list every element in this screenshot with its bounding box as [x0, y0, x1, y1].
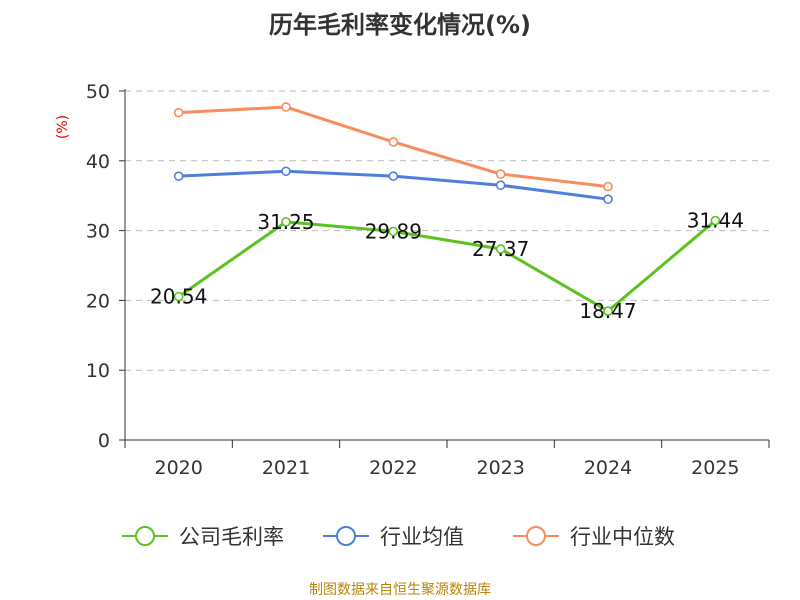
axes: 0 10 20 30 40 50 2020 2021 2022 2023 2024 2025	[86, 81, 770, 479]
y-tick-label: 10	[86, 360, 110, 382]
data-label: 27.37	[472, 237, 529, 261]
data-point[interactable]	[495, 180, 506, 191]
data-point[interactable]	[173, 171, 184, 181]
data-point[interactable]	[495, 169, 506, 179]
series-group	[173, 102, 721, 316]
data-label: 20.54	[150, 285, 207, 309]
series-2	[173, 102, 613, 192]
legend-swatch-marker	[135, 526, 155, 546]
data-labels: 20.54 31.25 29.89 27.37 18.47 31.44	[150, 209, 744, 324]
y-axis-label: (%)	[55, 115, 71, 139]
data-point[interactable]	[388, 226, 399, 237]
data-point[interactable]	[281, 102, 291, 112]
x-tick-label: 2023	[476, 457, 524, 479]
legend-swatch-marker	[526, 526, 546, 546]
data-point[interactable]	[173, 107, 184, 118]
x-tick-label: 2021	[262, 457, 310, 479]
legend-label: 行业均值	[380, 525, 464, 549]
legend-item-0[interactable]: 公司毛利率	[122, 525, 284, 549]
x-tick-label: 2022	[369, 457, 417, 479]
y-tick-label: 20	[86, 290, 110, 312]
data-point[interactable]	[603, 194, 613, 204]
x-tick-label: 2020	[154, 457, 202, 479]
y-tick-label: 30	[86, 221, 110, 243]
data-label: 31.25	[257, 210, 314, 234]
gridlines	[125, 90, 769, 371]
y-tick-label: 0	[98, 430, 110, 452]
data-point[interactable]	[388, 171, 399, 181]
data-point[interactable]	[281, 166, 291, 177]
data-label: 31.44	[687, 209, 744, 233]
y-tick-label: 50	[86, 81, 110, 103]
legend-swatch-marker	[336, 526, 356, 546]
source-note: 制图数据来自恒生聚源数据库	[309, 582, 491, 598]
x-tick-label: 2025	[691, 457, 739, 479]
legend-item-1[interactable]: 行业均值	[323, 525, 464, 549]
series-1	[173, 166, 613, 204]
data-point[interactable]	[710, 215, 721, 226]
y-tick-label: 40	[86, 151, 110, 173]
data-point[interactable]	[388, 137, 399, 147]
series-line	[177, 219, 717, 313]
data-label: 29.89	[365, 219, 422, 243]
series-0	[173, 215, 721, 316]
x-tick-label: 2024	[584, 457, 632, 479]
legend-item-2[interactable]: 行业中位数	[513, 525, 675, 549]
data-point[interactable]	[495, 244, 506, 254]
legend-label: 行业中位数	[570, 525, 675, 549]
legend-label: 公司毛利率	[179, 525, 284, 549]
chart-title: 历年毛利率变化情况(%)	[269, 11, 531, 39]
data-label: 18.47	[579, 299, 636, 323]
data-point[interactable]	[603, 181, 613, 192]
data-point[interactable]	[173, 291, 184, 302]
data-point[interactable]	[281, 217, 291, 227]
legend[interactable]: 公司毛利率 行业均值 行业中位数	[122, 525, 675, 549]
data-point[interactable]	[603, 306, 613, 316]
